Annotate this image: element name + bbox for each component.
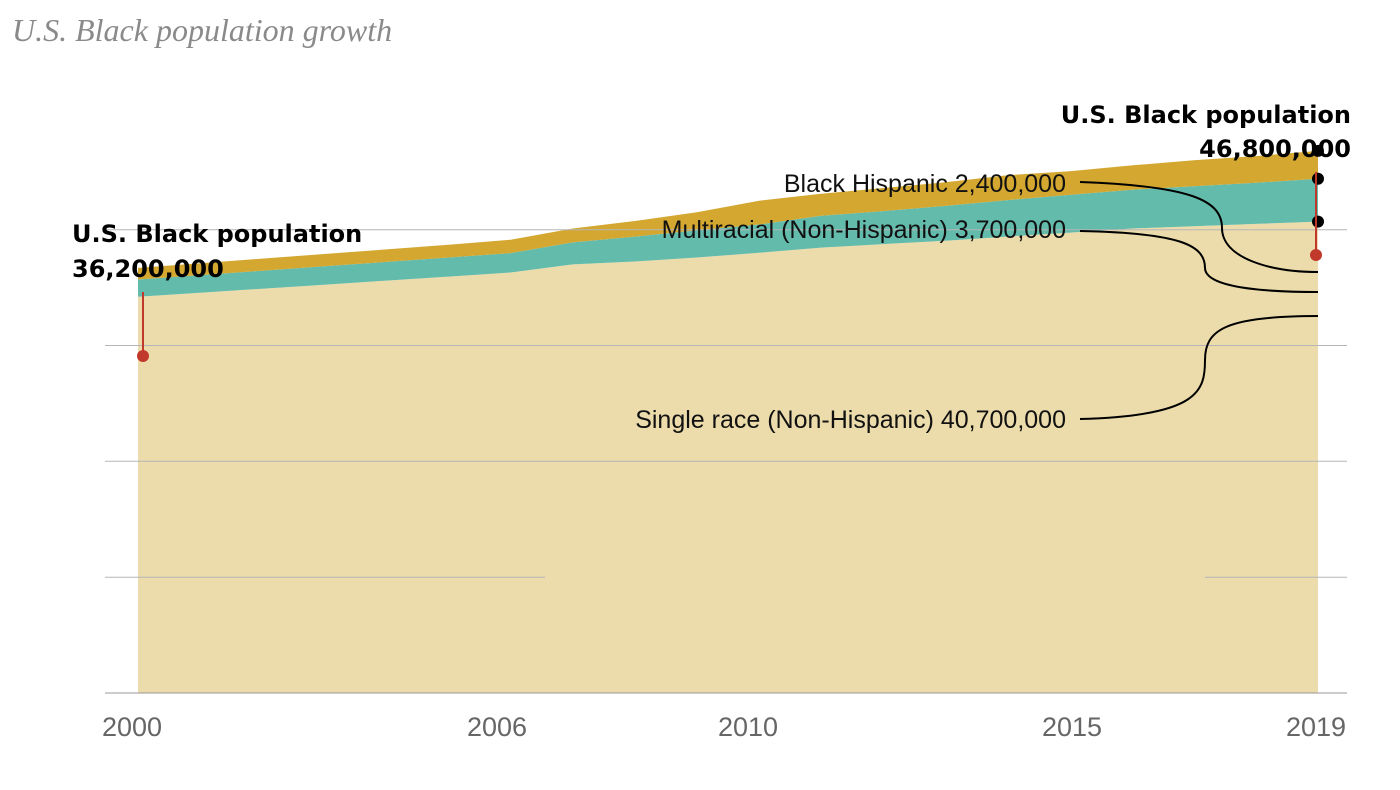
total-end-value: 46,800,000 [1199,135,1351,163]
connector-single-race [1079,315,1319,420]
series-label-multiracial: Multiracial (Non-Hispanic) 3,700,000 [662,216,1066,244]
annotations: U.S. Black population 36,200,000 U.S. Bl… [72,101,1351,434]
x-tick-label: 2006 [467,712,527,742]
series-label-black-hispanic: Black Hispanic 2,400,000 [784,170,1066,198]
total-end-dot [1310,249,1322,261]
x-tick-label: 2010 [718,712,778,742]
area-black-hispanic [138,150,1318,280]
endpoint-dot [1312,144,1324,157]
total-start-value: 36,200,000 [72,255,224,283]
total-end-label: U.S. Black population [1061,101,1351,129]
area-multiracial-non-hispanic [138,178,1318,297]
series-label-single-race: Single race (Non-Hispanic) 40,700,000 [635,406,1066,434]
connector-black-hispanic [1079,181,1319,273]
total-start-label: U.S. Black population [72,220,362,248]
total-markers [137,172,1322,362]
endpoint-dot [1312,172,1324,185]
stacked-areas [138,150,1318,693]
label-connectors [1079,181,1319,420]
x-axis-ticks: 2000 2006 2010 2015 2019 [102,712,1346,742]
x-tick-label: 2000 [102,712,162,742]
x-tick-label: 2019 [1286,712,1346,742]
x-tick-label: 2015 [1042,712,1102,742]
connector-multiracial [1079,230,1319,293]
area-single-race-non-hispanic [138,221,1318,693]
total-start-dot [137,350,149,362]
gridlines [105,229,1347,694]
endpoint-dot [1312,215,1324,228]
chart-title: U.S. Black population growth [12,12,392,48]
